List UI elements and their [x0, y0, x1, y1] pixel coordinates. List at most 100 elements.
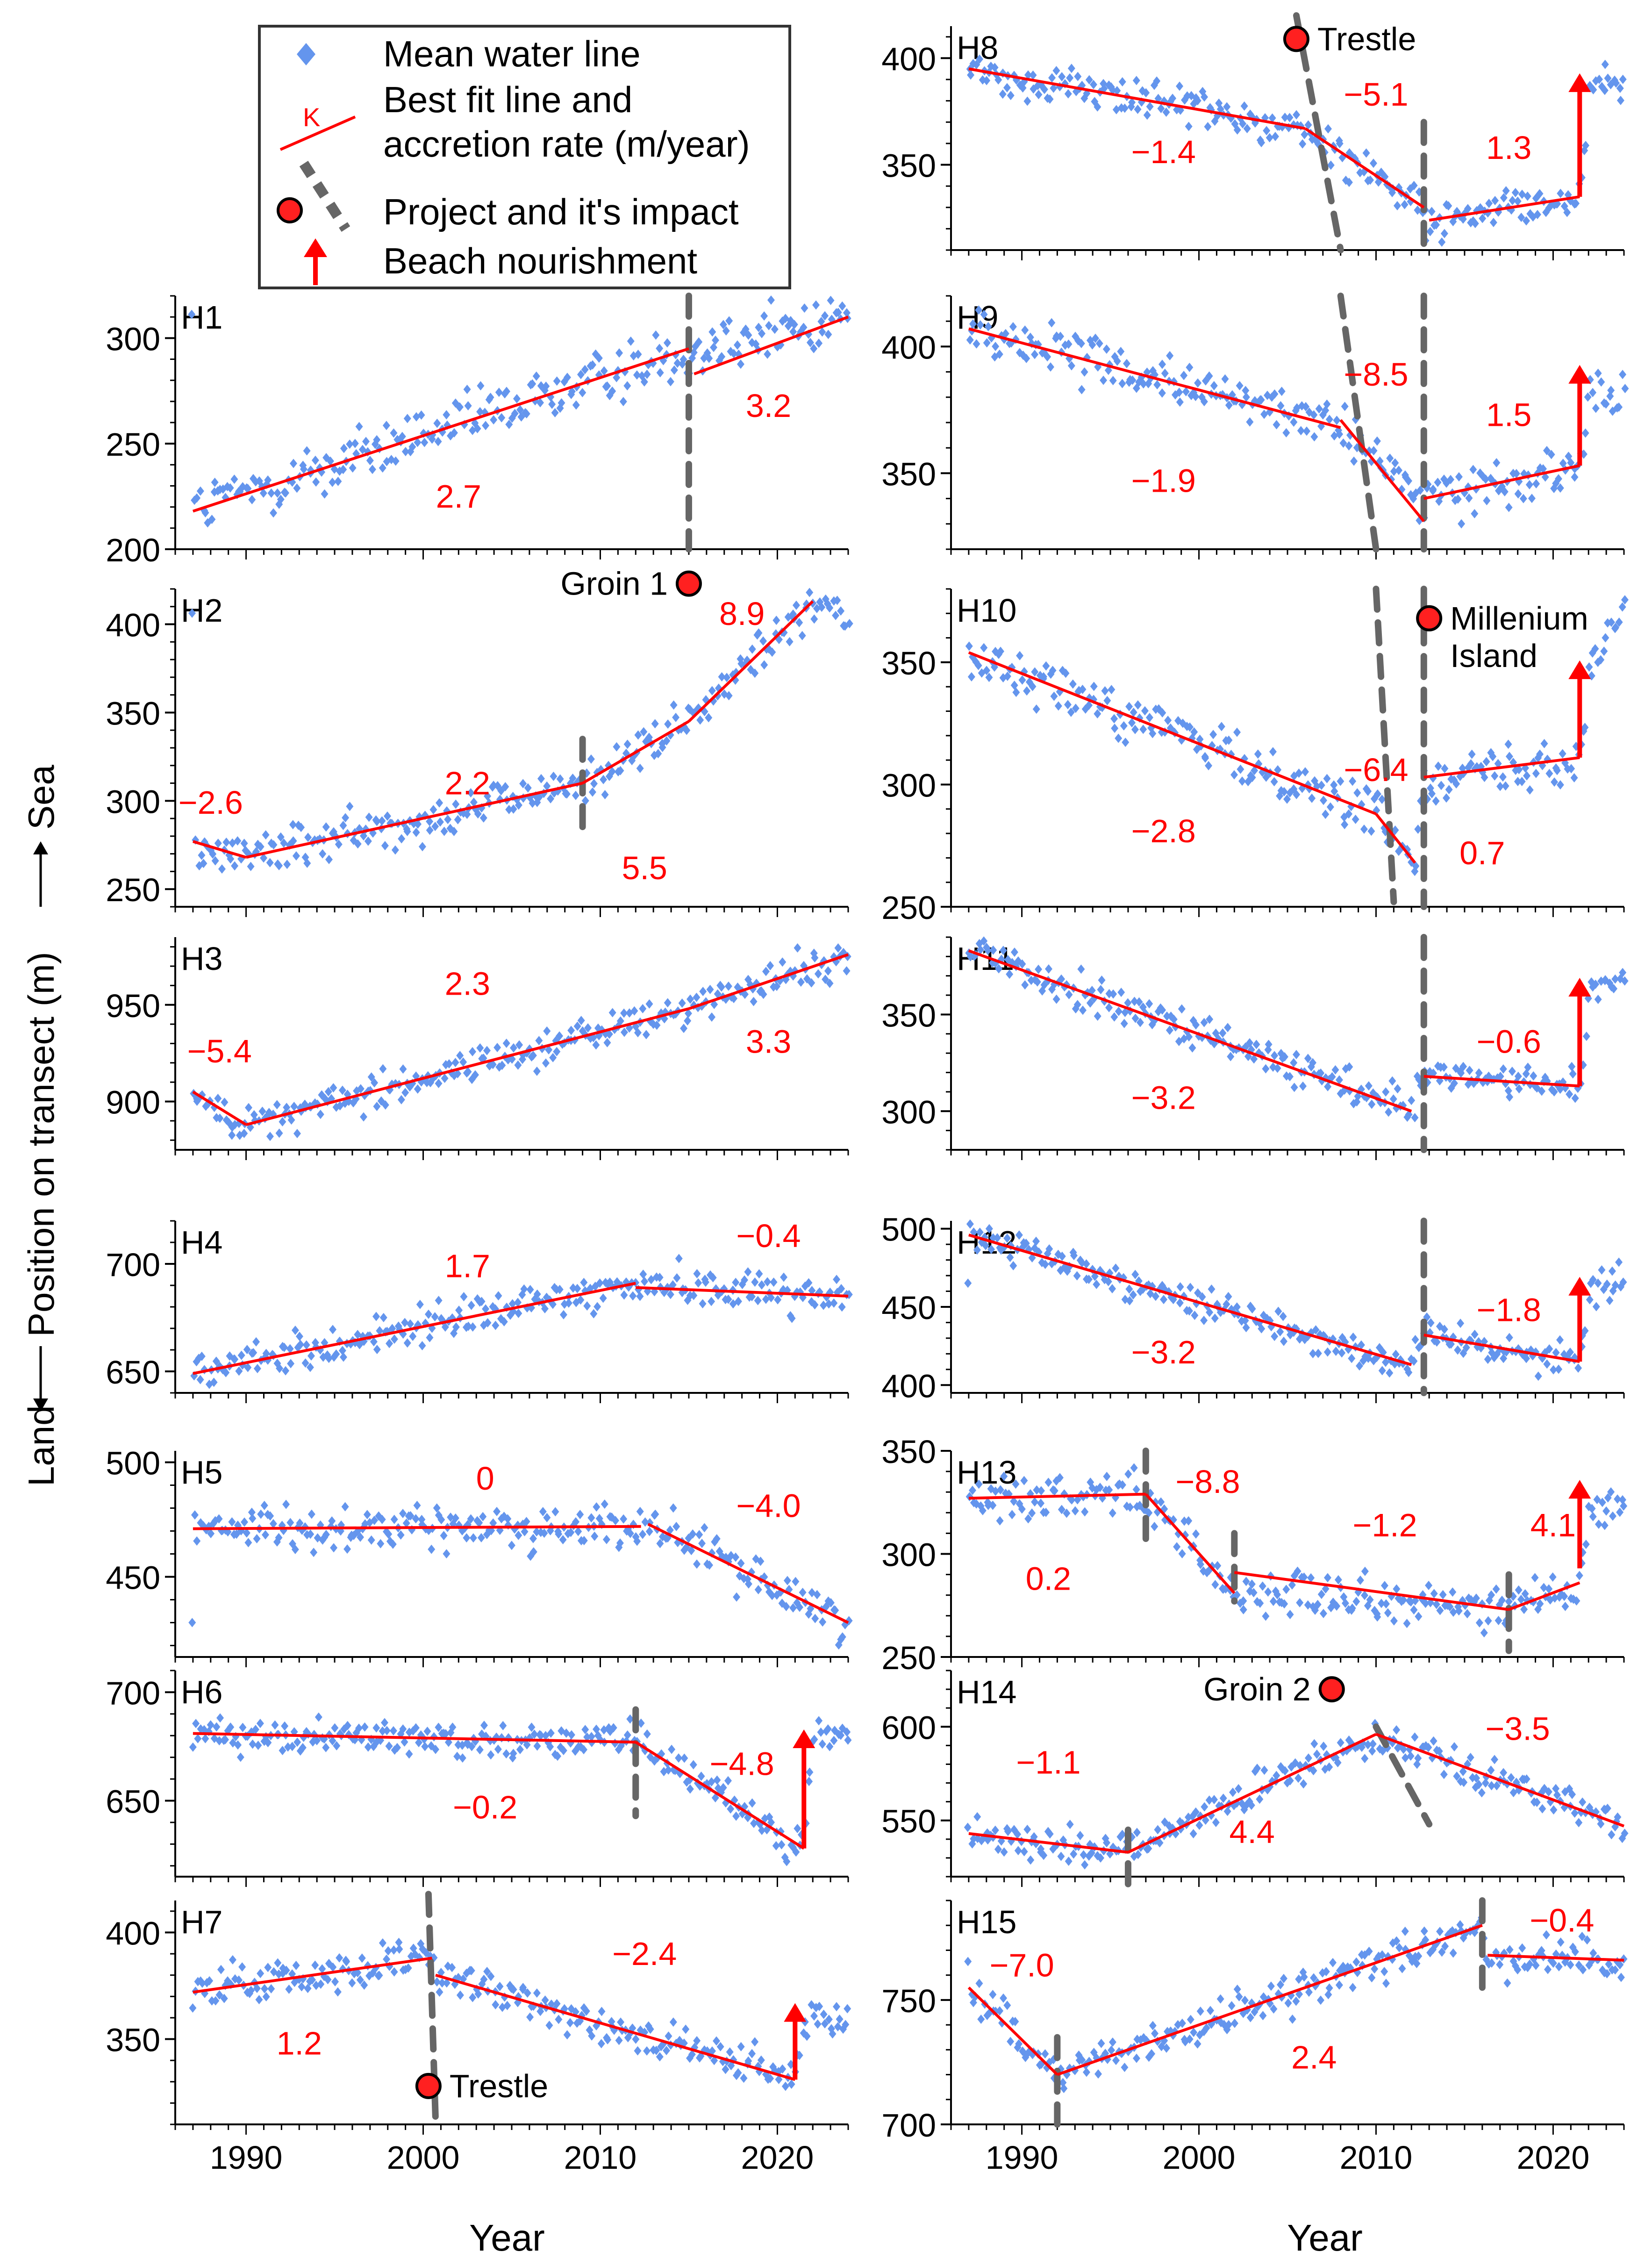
project-marker-icon	[1416, 605, 1443, 631]
data-point	[1429, 484, 1437, 494]
best-fit-line	[1429, 195, 1580, 222]
data-point	[1250, 1054, 1258, 1064]
data-point	[1010, 681, 1018, 690]
data-point	[588, 787, 596, 797]
data-point	[663, 736, 671, 746]
data-point	[1166, 351, 1174, 361]
data-point	[1604, 1493, 1612, 1503]
data-point	[1350, 456, 1358, 466]
data-point	[693, 992, 701, 1002]
data-point	[341, 1502, 349, 1512]
data-point	[244, 1363, 252, 1372]
data-point	[1362, 148, 1370, 158]
data-point	[383, 811, 391, 821]
data-point	[406, 1319, 414, 1329]
data-point	[1349, 1983, 1357, 1993]
data-point	[630, 1006, 638, 1016]
data-point	[1432, 1599, 1440, 1609]
data-point	[767, 1817, 775, 1827]
rate-label: −2.4	[612, 1936, 677, 1972]
data-point	[1258, 1324, 1266, 1334]
data-point	[590, 779, 598, 789]
data-point	[340, 444, 348, 453]
data-point	[1238, 776, 1246, 786]
data-point	[1392, 1349, 1400, 1359]
data-point	[1501, 487, 1509, 496]
data-point	[827, 1598, 835, 1607]
data-point	[444, 815, 452, 825]
data-point	[581, 365, 589, 374]
data-point	[634, 1028, 642, 1038]
data-point	[813, 1590, 821, 1599]
data-point	[751, 2037, 759, 2047]
best-fit-line	[968, 67, 1306, 130]
data-point	[521, 1527, 529, 1536]
data-point	[1102, 1838, 1110, 1848]
data-point	[1514, 1071, 1522, 1081]
data-point	[1128, 97, 1136, 107]
data-point	[1586, 1295, 1594, 1305]
data-point	[484, 791, 492, 801]
data-point	[811, 1614, 819, 1623]
data-point	[1314, 1599, 1322, 1609]
data-point	[516, 405, 524, 415]
data-point	[440, 826, 448, 836]
data-point	[1059, 2078, 1067, 2087]
data-point	[1092, 333, 1100, 343]
best-fit-line	[193, 1525, 641, 1530]
data-point	[836, 2014, 844, 2024]
data-point	[1094, 102, 1101, 112]
data-point	[1328, 1072, 1336, 1082]
data-point	[493, 1506, 501, 1516]
data-point	[838, 301, 846, 311]
data-point	[304, 832, 312, 842]
data-point	[1200, 1018, 1208, 1027]
data-point	[1333, 416, 1341, 425]
impact-line	[1337, 293, 1380, 552]
data-point	[732, 1552, 740, 1562]
data-point	[999, 89, 1007, 99]
data-point	[188, 309, 196, 319]
data-point	[806, 588, 814, 597]
data-point	[370, 1337, 378, 1347]
data-point	[1621, 1829, 1629, 1838]
data-point	[760, 660, 768, 670]
project-marker-icon	[415, 2073, 442, 2099]
data-point	[616, 766, 624, 775]
data-point	[215, 1514, 223, 1524]
data-point	[757, 2055, 765, 2065]
data-point	[1024, 70, 1032, 80]
data-point	[198, 1978, 206, 1988]
data-point	[968, 1485, 976, 1495]
data-point	[1320, 1742, 1328, 1751]
data-point	[1492, 1584, 1500, 1594]
data-point	[375, 1971, 383, 1980]
data-point	[1192, 392, 1200, 402]
data-point	[310, 1548, 318, 1557]
data-point	[360, 1980, 368, 1990]
data-point	[1228, 2001, 1236, 2011]
data-point	[1037, 1499, 1045, 1508]
data-point	[1330, 780, 1338, 790]
data-point	[325, 854, 333, 864]
data-point	[379, 463, 386, 473]
data-point	[1241, 1995, 1249, 2005]
data-point	[1077, 338, 1085, 348]
data-point	[1007, 91, 1015, 100]
data-point	[1333, 1601, 1341, 1611]
data-point	[277, 832, 285, 842]
data-point	[1108, 2037, 1116, 2047]
data-point	[1532, 479, 1540, 489]
data-point	[286, 1344, 294, 1354]
data-point	[973, 60, 980, 70]
data-point	[1040, 980, 1048, 990]
data-point	[1271, 389, 1279, 399]
data-point	[284, 1742, 292, 1752]
data-point	[444, 1737, 452, 1747]
data-point	[1618, 1495, 1626, 1505]
data-point	[1219, 1028, 1227, 1038]
data-point	[304, 1984, 312, 1994]
project-marker-icon	[1283, 26, 1309, 52]
data-point	[514, 1060, 522, 1070]
data-point	[1185, 1306, 1193, 1316]
